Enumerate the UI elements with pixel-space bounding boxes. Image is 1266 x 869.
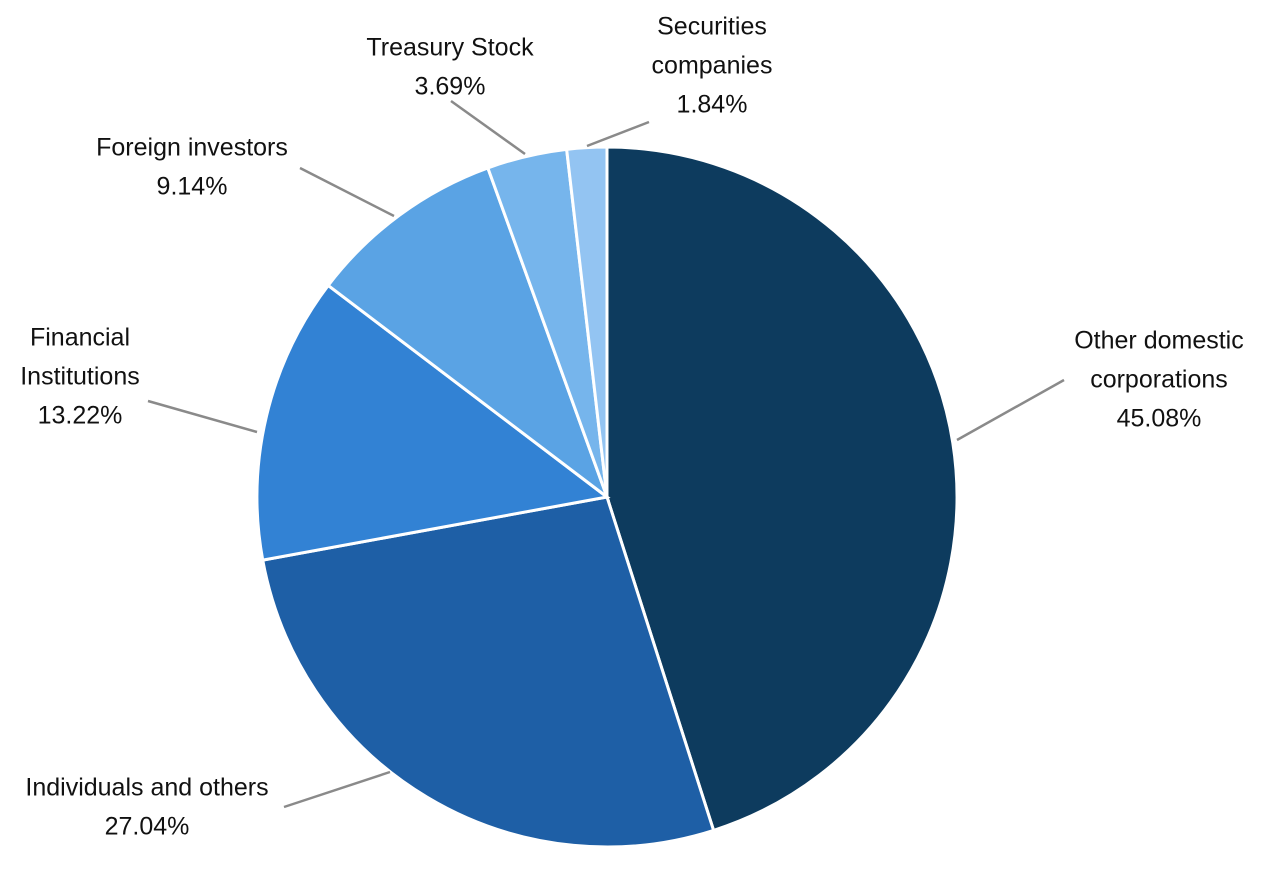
slice-name-label: Securities: [657, 13, 767, 41]
pie-slice: [326, 165, 611, 502]
pie-slice: [255, 283, 611, 562]
pie-slice: [564, 145, 609, 498]
slice-percent-label: 13.22%: [38, 402, 123, 430]
slice-percent-label: 9.14%: [157, 173, 228, 201]
pie-slice: [260, 495, 716, 849]
slice-name-label: Treasury Stock: [366, 34, 534, 62]
leader-line: [586, 120, 650, 148]
leader-line: [450, 99, 526, 156]
labels-layer: Other domestic corporations 45.08% Individu…: [20, 13, 1244, 841]
slice-name-label: Foreign investors: [96, 134, 288, 162]
leader-lines-layer: [147, 99, 1065, 809]
leader-line: [956, 378, 1065, 442]
slice-name-label: Individuals and others: [25, 774, 268, 802]
slice-name-label: corporations: [1090, 366, 1228, 394]
pie-slice: [605, 145, 959, 833]
slice-percent-label: 27.04%: [105, 813, 190, 841]
slice-name-label: Financial: [30, 324, 130, 352]
leader-line: [283, 770, 391, 809]
leader-line: [147, 399, 258, 434]
leader-line: [299, 166, 395, 218]
slice-name-label: Institutions: [20, 363, 140, 391]
slices-layer: [255, 145, 959, 849]
slice-percent-label: 3.69%: [415, 73, 486, 101]
slice-name-label: Other domestic: [1074, 327, 1244, 355]
slice-name-label: companies: [652, 52, 773, 80]
slice-percent-label: 45.08%: [1117, 405, 1202, 433]
slice-percent-label: 1.84%: [677, 91, 748, 119]
